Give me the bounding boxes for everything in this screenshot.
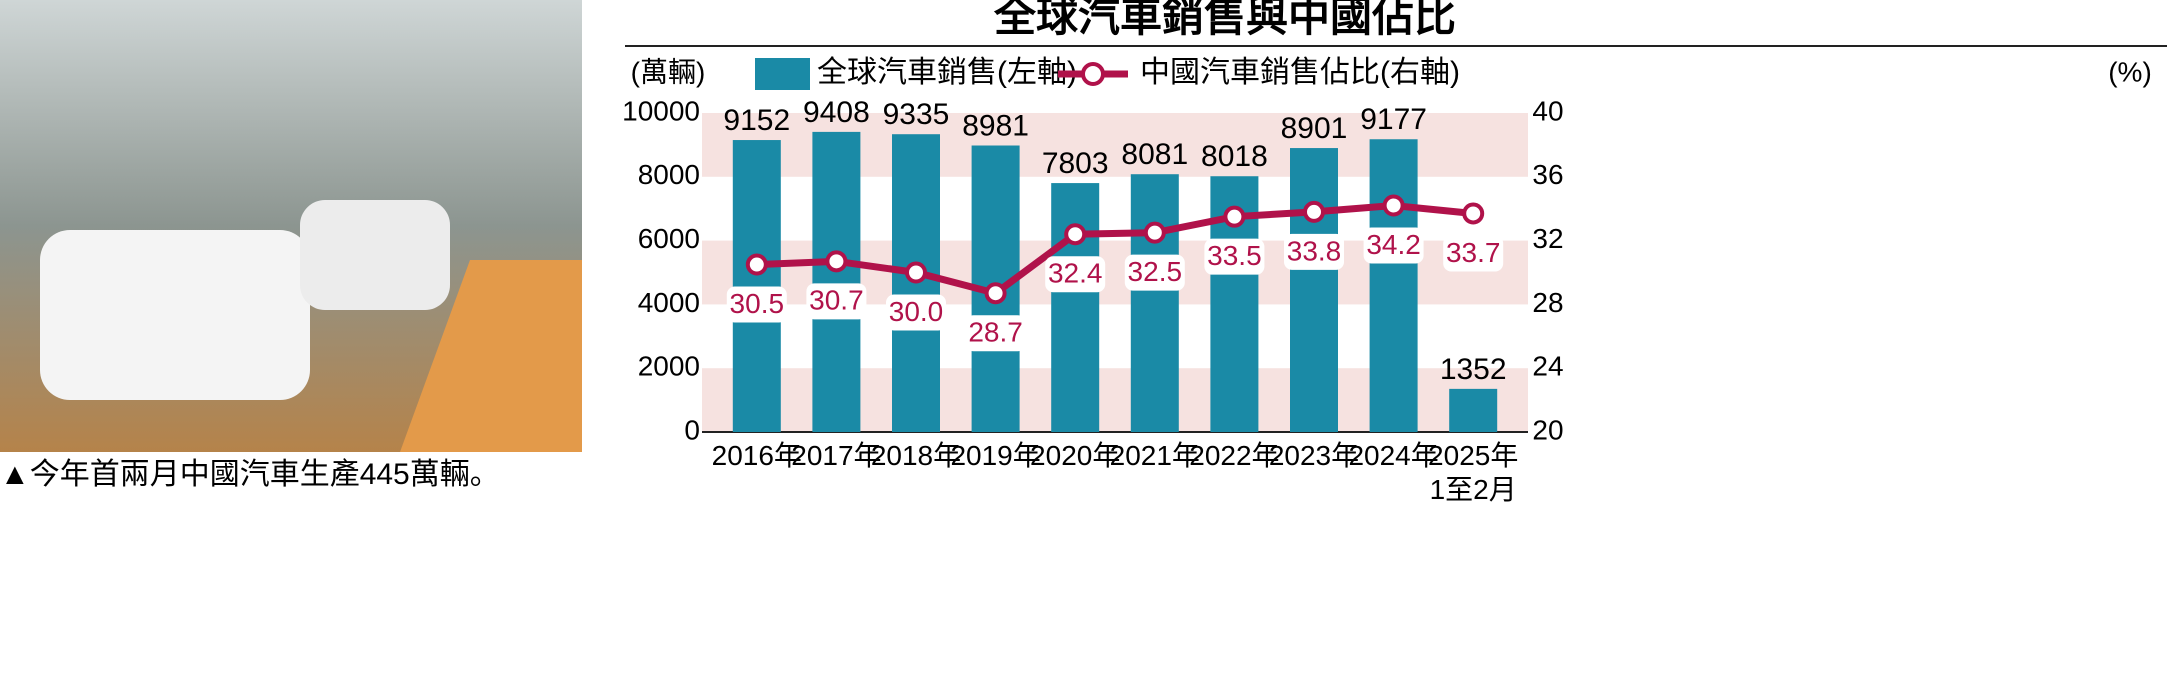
y2-tick-label: 32 xyxy=(1532,223,1563,254)
y-tick-label: 0 xyxy=(684,414,700,445)
x-tick-label: 2024年 xyxy=(1348,440,1438,471)
value-label-box xyxy=(886,294,946,331)
value-label-box xyxy=(1045,256,1106,293)
y-tick-label: 8000 xyxy=(638,159,700,190)
line-marker xyxy=(1382,194,1405,217)
line-value-label: 30.5 xyxy=(730,288,785,319)
photo-floor xyxy=(400,260,582,452)
value-label-box xyxy=(1284,233,1344,270)
x-tick-label: 2022年 xyxy=(1189,440,1279,471)
bar-value-label: 9408 xyxy=(803,96,870,129)
legend-swatch xyxy=(1081,62,1105,86)
line-value-label: 30.0 xyxy=(889,296,944,327)
line-marker xyxy=(1143,221,1166,244)
bar xyxy=(1369,139,1418,432)
bar-value-label: 9152 xyxy=(723,104,790,137)
bar xyxy=(732,140,781,432)
y2-tick-label: 20 xyxy=(1532,414,1563,445)
value-label-box xyxy=(806,283,867,320)
line-value-label: 33.8 xyxy=(1287,235,1342,266)
line-marker xyxy=(1303,200,1325,223)
photo-car xyxy=(40,230,310,400)
line-value-label: 28.7 xyxy=(968,317,1023,348)
line-value-label: 33.7 xyxy=(1446,237,1501,268)
x-tick-label: 2020年 xyxy=(1030,440,1120,471)
x-tick-label: 2023年 xyxy=(1269,440,1359,471)
x-tick-label: 2016年 xyxy=(712,440,802,471)
y2-tick-label: 40 xyxy=(1532,95,1563,126)
bar xyxy=(1051,183,1100,432)
bar-value-label: 9335 xyxy=(883,98,950,131)
line xyxy=(756,201,1474,298)
line-value-label: 32.5 xyxy=(1128,256,1183,287)
line-value-label: 33.5 xyxy=(1207,240,1262,271)
line-marker xyxy=(905,261,927,284)
bar-value-label: 8901 xyxy=(1281,112,1348,145)
bar xyxy=(1290,148,1338,432)
x-tick-label: 2018年 xyxy=(871,440,961,471)
value-label-box xyxy=(1443,235,1504,272)
value-label-box xyxy=(1124,254,1185,291)
line-value-label: 32.4 xyxy=(1048,258,1103,289)
line-marker xyxy=(1223,205,1246,228)
y2-tick-label: 24 xyxy=(1532,351,1563,382)
caption: ▲今年首兩月中國汽車生產445萬輛。 xyxy=(0,458,500,491)
x-tick-label: 2021年 xyxy=(1110,440,1200,471)
line-marker xyxy=(825,250,848,273)
y-tick-label: 4000 xyxy=(638,287,700,318)
y-tick-label: 2000 xyxy=(638,351,700,382)
value-label-box xyxy=(726,286,787,323)
bar-value-label: 1352 xyxy=(1440,353,1507,386)
y2-tick-label: 36 xyxy=(1532,159,1563,190)
value-label-box xyxy=(965,315,1026,352)
bar-value-label: 8981 xyxy=(962,109,1029,142)
line-marker xyxy=(745,253,768,276)
x-tick-label: 2025年 1至2月 xyxy=(1428,440,1518,505)
bar-value-label: 9177 xyxy=(1360,103,1427,136)
bar xyxy=(812,131,861,432)
bar-value-label: 8081 xyxy=(1121,138,1188,171)
legend-swatch xyxy=(755,58,810,90)
line-value-label: 34.2 xyxy=(1366,229,1421,260)
y-tick-label: 10000 xyxy=(622,95,700,126)
value-label-box xyxy=(1363,227,1424,264)
value-label-box xyxy=(1204,238,1265,275)
chart-title: 全球汽車銷售與中國佔比 xyxy=(993,0,1456,40)
bar xyxy=(1449,388,1498,432)
legend-label: 全球汽車銷售(左軸) xyxy=(817,56,1077,89)
legend-label: 中國汽車銷售佔比(右軸) xyxy=(1140,56,1460,89)
bar xyxy=(1130,174,1179,432)
line-marker xyxy=(1064,223,1087,246)
y-tick-label: 6000 xyxy=(638,223,700,254)
bar-value-label: 8018 xyxy=(1201,140,1268,173)
bar-value-label: 7803 xyxy=(1042,147,1109,180)
photo-car xyxy=(300,200,450,310)
line-marker xyxy=(1462,202,1485,225)
line-marker xyxy=(984,282,1007,305)
y2-axis-label: (%) xyxy=(2108,56,2152,87)
y-axis-label: (萬輛) xyxy=(631,56,706,87)
x-tick-label: 2019年 xyxy=(950,440,1040,471)
line-value-label: 30.7 xyxy=(809,285,864,316)
x-tick-label: 2017年 xyxy=(791,440,881,471)
y2-tick-label: 28 xyxy=(1532,287,1563,318)
